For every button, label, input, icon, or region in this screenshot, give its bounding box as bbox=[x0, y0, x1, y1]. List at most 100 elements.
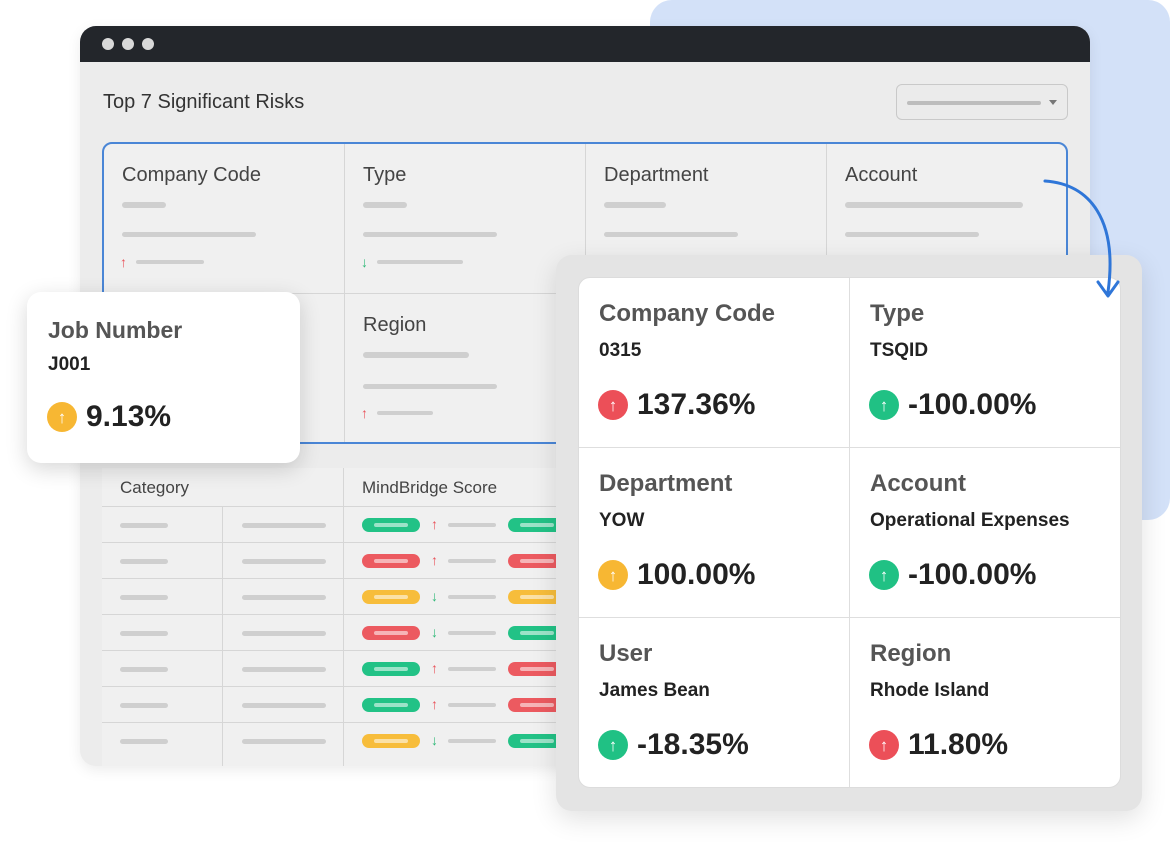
placeholder-bar bbox=[242, 667, 326, 672]
placeholder-bar bbox=[448, 631, 496, 635]
detail-cell-company-code[interactable]: Company Code 0315 ↑ 137.36% bbox=[579, 278, 850, 448]
placeholder-bar bbox=[242, 703, 326, 708]
placeholder-bar bbox=[120, 739, 168, 744]
placeholder-bar bbox=[120, 631, 168, 636]
detail-cell-label: Region bbox=[870, 640, 952, 667]
placeholder-bar bbox=[363, 384, 497, 389]
placeholder-bar bbox=[448, 595, 496, 599]
placeholder-bar bbox=[363, 232, 497, 237]
arrow-up-icon: ↑ bbox=[598, 730, 628, 760]
placeholder-bar bbox=[363, 352, 469, 358]
placeholder-bar bbox=[604, 232, 738, 237]
detail-popup: Company Code 0315 ↑ 137.36% Type TSQID ↑ -100.0… bbox=[578, 277, 1121, 788]
placeholder-bar bbox=[242, 631, 326, 636]
window-titlebar bbox=[80, 26, 1090, 62]
connector-arrow bbox=[1043, 179, 1120, 298]
detail-cell-type[interactable]: Type TSQID ↑ -100.00% bbox=[850, 278, 1120, 448]
placeholder-bar bbox=[845, 232, 979, 237]
arrow-up-icon: ↑ bbox=[869, 730, 899, 760]
placeholder-bar bbox=[377, 260, 463, 264]
detail-cell-account[interactable]: Account Operational Expenses ↑ -100.00% bbox=[850, 448, 1120, 618]
grid-cell-label: Region bbox=[363, 314, 427, 336]
score-pill bbox=[362, 518, 420, 532]
window-dot bbox=[102, 38, 114, 50]
detail-cell-region[interactable]: Region Rhode Island ↑ 11.80% bbox=[850, 618, 1120, 787]
grid-cell-type[interactable]: Type ↓ bbox=[345, 144, 586, 294]
score-pill-fill bbox=[374, 559, 408, 563]
score-pill-fill bbox=[520, 559, 554, 563]
detail-cell-percent: 100.00% bbox=[637, 558, 756, 591]
score-pill-fill bbox=[520, 667, 554, 671]
detail-cell-value: YOW bbox=[599, 510, 645, 531]
detail-cell-value: Rhode Island bbox=[870, 680, 990, 701]
placeholder-bar bbox=[122, 202, 166, 208]
grid-cell-label: Type bbox=[363, 164, 407, 186]
arrow-up-icon: ↑ bbox=[120, 254, 127, 270]
placeholder-bar bbox=[136, 260, 204, 264]
score-pill-fill bbox=[520, 523, 554, 527]
job-number-label: Job Number bbox=[48, 317, 183, 343]
placeholder-bar bbox=[448, 703, 496, 707]
score-pill bbox=[508, 698, 566, 712]
placeholder-bar bbox=[120, 595, 168, 600]
placeholder-bar bbox=[120, 667, 168, 672]
score-pill-fill bbox=[374, 703, 408, 707]
detail-cell-metric: ↑ -100.00% bbox=[869, 388, 1036, 422]
score-pill bbox=[362, 590, 420, 604]
score-pill bbox=[508, 518, 566, 532]
placeholder-bar bbox=[120, 523, 168, 528]
job-number-value: J001 bbox=[48, 354, 91, 375]
score-pill bbox=[362, 734, 420, 748]
detail-cell-label: Department bbox=[599, 470, 733, 497]
grid-cell-user[interactable] bbox=[104, 294, 345, 442]
arrow-up-icon: ↑ bbox=[361, 405, 368, 421]
arrow-up-icon: ↑ bbox=[869, 560, 899, 590]
placeholder-bar bbox=[242, 739, 326, 744]
placeholder-bar bbox=[448, 559, 496, 563]
arrow-up-icon: ↑ bbox=[869, 390, 899, 420]
detail-cell-metric: ↑ -100.00% bbox=[869, 558, 1036, 592]
score-pill-fill bbox=[520, 739, 554, 743]
detail-cell-value: TSQID bbox=[870, 340, 929, 361]
score-pill-fill bbox=[520, 703, 554, 707]
detail-cell-percent: -100.00% bbox=[908, 558, 1037, 591]
detail-cell-metric: ↑ -18.35% bbox=[598, 728, 749, 762]
score-pill-fill bbox=[520, 595, 554, 599]
arrow-up-icon: ↑ bbox=[431, 696, 438, 712]
detail-cell-label: User bbox=[599, 640, 653, 667]
placeholder-bar bbox=[448, 523, 496, 527]
detail-cell-user[interactable]: User James Bean ↑ -18.35% bbox=[579, 618, 850, 787]
score-pill-fill bbox=[374, 667, 408, 671]
score-pill bbox=[508, 554, 566, 568]
job-number-metric: ↑ 9.13% bbox=[47, 400, 171, 434]
job-number-card[interactable]: Job Number J001 ↑ 9.13% bbox=[27, 292, 300, 463]
placeholder-bar bbox=[120, 703, 168, 708]
placeholder-bar bbox=[604, 202, 666, 208]
detail-cell-department[interactable]: Department YOW ↑ 100.00% bbox=[579, 448, 850, 618]
window-dot bbox=[122, 38, 134, 50]
grid-cell-label: Account bbox=[845, 164, 918, 186]
score-pill-fill bbox=[374, 523, 408, 527]
score-pill-fill bbox=[374, 739, 408, 743]
arrow-down-icon: ↓ bbox=[431, 588, 438, 604]
arrow-up-icon: ↑ bbox=[431, 660, 438, 676]
filter-dropdown[interactable] bbox=[896, 84, 1068, 120]
dropdown-placeholder-bar bbox=[907, 101, 1041, 105]
detail-cell-metric: ↑ 137.36% bbox=[598, 388, 755, 422]
job-number-percent: 9.13% bbox=[86, 400, 172, 433]
placeholder-bar bbox=[845, 202, 1023, 208]
arrow-down-icon: ↓ bbox=[431, 624, 438, 640]
arrow-up-icon: ↑ bbox=[431, 552, 438, 568]
placeholder-bar bbox=[377, 411, 433, 415]
grid-cell-label: Company Code bbox=[122, 164, 261, 186]
grid-cell-company-code[interactable]: Company Code ↑ bbox=[104, 144, 345, 294]
detail-cell-label: Type bbox=[870, 300, 925, 327]
column-header-score: MindBridge Score bbox=[362, 478, 498, 497]
score-pill bbox=[362, 554, 420, 568]
grid-cell-region[interactable]: Region ↑ bbox=[345, 294, 586, 442]
detail-cell-value: 0315 bbox=[599, 340, 642, 361]
score-pill-fill bbox=[374, 631, 408, 635]
detail-cell-value: James Bean bbox=[599, 680, 710, 701]
score-pill bbox=[508, 590, 566, 604]
detail-cell-label: Company Code bbox=[599, 300, 776, 327]
